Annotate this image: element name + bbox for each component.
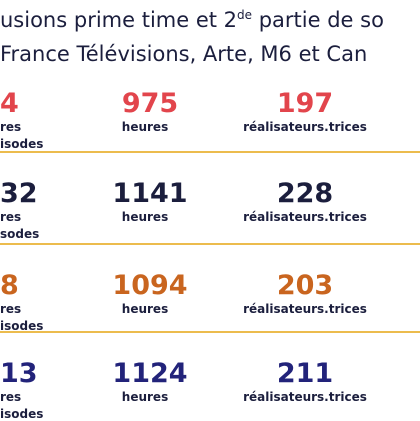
figure-label: heures bbox=[121, 390, 169, 404]
figure: 32 bbox=[0, 178, 38, 209]
figure-label: res bbox=[0, 302, 22, 316]
figure: 13 bbox=[0, 358, 38, 389]
title-line: France Télévisions, Arte, M6 et Can bbox=[0, 42, 368, 66]
separator bbox=[0, 151, 420, 153]
figure-label: isodes bbox=[0, 407, 44, 421]
figure-label: réalisateurs.trices bbox=[243, 390, 367, 404]
figure-label: isodes bbox=[0, 319, 44, 333]
figure: 8 bbox=[0, 270, 19, 301]
figure: 228 bbox=[276, 178, 334, 209]
title-line: usions prime time et 2de partie de so bbox=[0, 8, 384, 32]
figure-label: heures bbox=[121, 120, 169, 134]
figure-label: res bbox=[0, 390, 22, 404]
figure-label: heures bbox=[121, 210, 169, 224]
figure: 4 bbox=[0, 88, 19, 119]
figure-label: res bbox=[0, 120, 22, 134]
title-text: usions prime time et 2 bbox=[0, 8, 238, 32]
figure-label: isodes bbox=[0, 137, 44, 151]
figure: 211 bbox=[276, 358, 334, 389]
title-text: partie de so bbox=[252, 8, 384, 32]
figure-label: réalisateurs.trices bbox=[243, 120, 367, 134]
title-sup: de bbox=[237, 8, 253, 22]
separator bbox=[0, 243, 420, 245]
figure: 1094 bbox=[112, 270, 188, 301]
figure-label: réalisateurs.trices bbox=[243, 302, 367, 316]
figure: 1141 bbox=[112, 178, 188, 209]
figure-label: res bbox=[0, 210, 22, 224]
figure: 197 bbox=[276, 88, 334, 119]
figure-label: sodes bbox=[0, 227, 40, 241]
separator bbox=[0, 331, 420, 333]
figure: 975 bbox=[121, 88, 179, 119]
figure: 1124 bbox=[112, 358, 188, 389]
figure-label: heures bbox=[121, 302, 169, 316]
figure: 203 bbox=[276, 270, 334, 301]
figure-label: réalisateurs.trices bbox=[243, 210, 367, 224]
